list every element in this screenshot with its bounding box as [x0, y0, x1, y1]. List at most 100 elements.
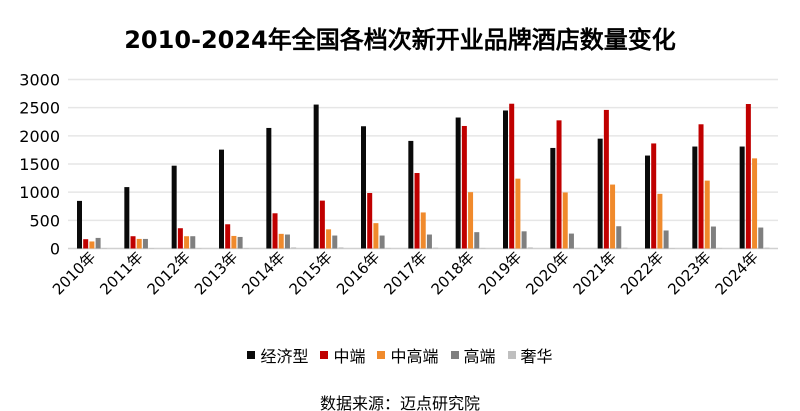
y-tick-label: 2000: [19, 127, 60, 146]
bar-高端: [568, 233, 574, 249]
x-tick-label: 2015年: [286, 248, 336, 298]
legend-item: 中高端: [377, 343, 439, 367]
x-tick-label: 2020年: [522, 248, 572, 298]
bar-奢华: [622, 247, 628, 249]
bar-奢华: [338, 247, 344, 249]
legend-label: 中端: [333, 347, 366, 366]
legend-swatch: [450, 351, 459, 359]
x-tick-label: 2013年: [191, 248, 241, 298]
bar-中高端: [420, 212, 426, 249]
legend-label: 奢华: [520, 347, 553, 366]
bar-中端: [130, 236, 136, 249]
bar-中端: [745, 104, 751, 249]
bar-高端: [379, 235, 385, 249]
x-tick-label: 2011年: [96, 248, 146, 298]
x-tick-label: 2019年: [475, 248, 525, 298]
bar-中高端: [704, 180, 710, 249]
bar-中端: [414, 173, 420, 249]
bar-中端: [225, 224, 231, 249]
bar-奢华: [291, 247, 297, 249]
bar-经济型: [313, 104, 319, 249]
bar-奢华: [101, 248, 107, 249]
bar-高端: [95, 237, 101, 249]
bar-经济型: [692, 146, 698, 249]
bar-中端: [698, 124, 704, 249]
bar-奢华: [575, 247, 581, 249]
bar-中高端: [752, 158, 758, 249]
bar-高端: [237, 236, 243, 249]
y-tick-label: 1000: [19, 183, 60, 202]
chart-title: 2010-2024年全国各档次新开业品牌酒店数量变化: [124, 26, 676, 54]
bar-中端: [556, 120, 562, 249]
x-tick-label: 2012年: [144, 248, 194, 298]
x-tick-label: 2018年: [428, 248, 478, 298]
bar-中端: [509, 103, 515, 249]
legend-item: 高端: [450, 343, 496, 367]
bar-奢华: [669, 248, 675, 249]
bar-中高端: [184, 236, 190, 249]
bar-经济型: [597, 138, 603, 249]
bar-奢华: [527, 247, 533, 249]
legend-label: 高端: [463, 347, 496, 366]
bar-高端: [332, 235, 338, 249]
bar-中端: [367, 193, 373, 249]
bar-经济型: [408, 140, 414, 249]
bar-中端: [651, 143, 657, 249]
bar-中端: [461, 125, 467, 249]
bar-高端: [616, 226, 622, 249]
bar-经济型: [124, 187, 130, 249]
bar-奢华: [764, 247, 770, 249]
bar-中高端: [610, 184, 616, 249]
bar-经济型: [550, 147, 556, 249]
bar-中高端: [562, 192, 568, 249]
y-tick-label: 0: [50, 240, 60, 259]
x-tick-label: 2017年: [380, 248, 430, 298]
bar-中端: [603, 109, 609, 249]
legend-swatch: [377, 351, 386, 359]
bar-中端: [177, 228, 183, 249]
bar-经济型: [503, 110, 508, 249]
bar-高端: [284, 234, 290, 249]
bar-经济型: [739, 146, 745, 249]
bar-中高端: [326, 229, 332, 249]
legend-swatch: [320, 351, 329, 359]
legend-item: 经济型: [247, 343, 308, 367]
bar-中高端: [89, 241, 95, 249]
bar-经济型: [266, 127, 272, 249]
bar-中高端: [468, 192, 474, 249]
bar-中高端: [373, 223, 379, 249]
legend-item: 奢华: [507, 343, 553, 367]
x-tick-label: 2024年: [712, 248, 762, 298]
x-tick-label: 2022年: [617, 248, 667, 298]
bar-高端: [426, 234, 432, 249]
legend-label: 中高端: [390, 347, 439, 366]
bar-高端: [521, 231, 527, 249]
bar-奢华: [385, 247, 391, 249]
bar-经济型: [77, 200, 82, 249]
bar-奢华: [196, 248, 202, 249]
bar-高端: [190, 236, 196, 249]
bar-奢华: [480, 247, 486, 249]
legend: 经济型 中端 中高端 高端 奢华: [0, 343, 800, 367]
legend-swatch: [247, 351, 256, 359]
bar-高端: [142, 238, 148, 249]
bar-奢华: [717, 247, 723, 249]
legend-swatch: [507, 351, 516, 359]
bar-经济型: [219, 149, 224, 249]
y-tick-label: 1500: [19, 155, 60, 174]
x-tick-label: 2021年: [570, 248, 620, 298]
x-tick-label: 2016年: [333, 248, 383, 298]
bar-高端: [663, 230, 669, 249]
bar-中端: [319, 200, 325, 249]
x-tick-label: 2014年: [238, 248, 288, 298]
bar-经济型: [455, 117, 461, 249]
bar-奢华: [243, 248, 249, 249]
source-note: 数据来源：迈点研究院: [319, 394, 480, 411]
bar-中高端: [278, 233, 284, 249]
y-tick-label: 500: [29, 211, 60, 230]
x-tick-label: 2023年: [664, 248, 714, 298]
bar-中高端: [515, 178, 521, 249]
bar-奢华: [433, 247, 439, 249]
